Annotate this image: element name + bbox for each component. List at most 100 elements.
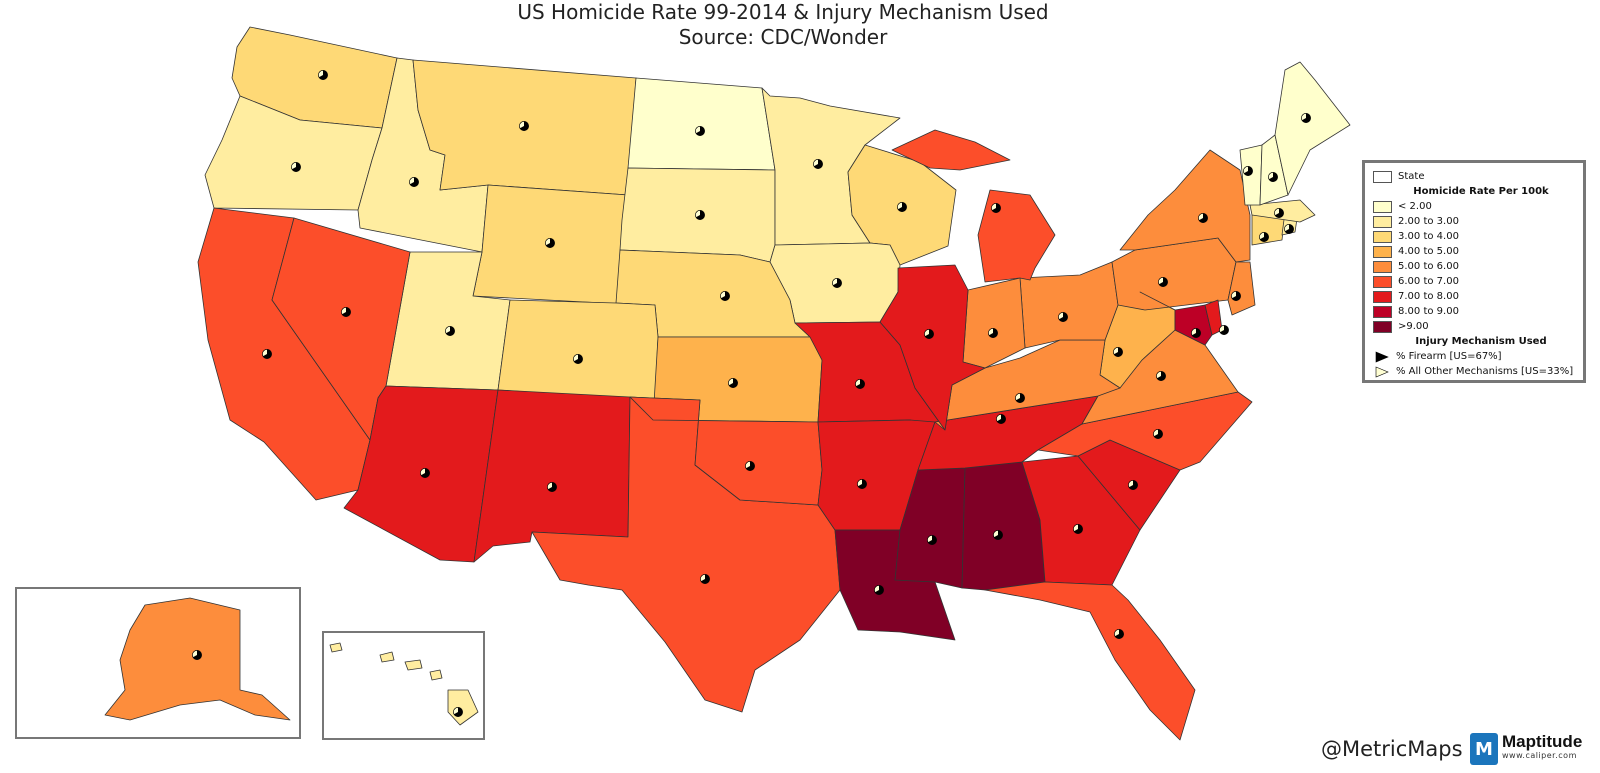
other-wedge-icon bbox=[1373, 366, 1390, 378]
legend-class-row: 4.00 to 5.00 bbox=[1373, 244, 1575, 259]
pie-alabama bbox=[993, 530, 1003, 540]
pie-indiana bbox=[988, 328, 998, 338]
legend-class-swatch bbox=[1373, 260, 1392, 273]
legend-class-label: 5.00 to 6.00 bbox=[1398, 261, 1459, 272]
pie-minnesota bbox=[813, 159, 823, 169]
map-legend: State Homicide Rate Per 100k < 2.00 2.00 … bbox=[1362, 160, 1586, 383]
legend-class-label: 2.00 to 3.00 bbox=[1398, 216, 1459, 227]
legend-class-label: 7.00 to 8.00 bbox=[1398, 291, 1459, 302]
legend-class-swatch bbox=[1373, 215, 1392, 228]
legend-other-label: % All Other Mechanisms [US=33%] bbox=[1396, 366, 1574, 377]
pie-arizona bbox=[420, 468, 430, 478]
state-north-dakota[interactable] bbox=[627, 77, 776, 171]
pie-kentucky bbox=[1015, 393, 1025, 403]
pie-south-carolina bbox=[1128, 480, 1138, 490]
pie-louisiana bbox=[874, 585, 884, 595]
pie-washington bbox=[318, 70, 328, 80]
pie-new-jersey bbox=[1231, 291, 1241, 301]
pie-wyoming bbox=[545, 238, 555, 248]
states-layer bbox=[104, 26, 1351, 741]
legend-state-row: State bbox=[1373, 169, 1575, 184]
state-ohio[interactable] bbox=[1019, 261, 1119, 349]
logo-url: www.caliper.com bbox=[1502, 751, 1577, 760]
pie-west-virginia bbox=[1113, 347, 1123, 357]
legend-classes: < 2.00 2.00 to 3.00 3.00 to 4.00 4.00 to 5.… bbox=[1373, 199, 1575, 334]
state-maine[interactable] bbox=[1274, 61, 1351, 196]
legend-state-label: State bbox=[1398, 171, 1425, 182]
state-kentucky[interactable] bbox=[934, 339, 1121, 431]
pie-georgia bbox=[1073, 524, 1083, 534]
state-illinois[interactable] bbox=[879, 264, 986, 431]
firearm-pies-layer bbox=[192, 70, 1311, 717]
state-new-york[interactable] bbox=[1119, 149, 1251, 263]
pie-tennessee bbox=[996, 414, 1006, 424]
pie-arkansas bbox=[857, 479, 867, 489]
maptitude-logo-icon: M bbox=[1470, 733, 1498, 765]
title-line-1: US Homicide Rate 99-2014 & Injury Mechan… bbox=[517, 0, 1049, 24]
legend-class-swatch bbox=[1373, 245, 1392, 258]
pie-connecticut bbox=[1259, 232, 1269, 242]
pie-north-carolina bbox=[1153, 429, 1163, 439]
pie-kansas bbox=[728, 378, 738, 388]
legend-firearm-row: % Firearm [US=67%] bbox=[1373, 349, 1575, 364]
pie-nevada bbox=[341, 307, 351, 317]
legend-class-row: 2.00 to 3.00 bbox=[1373, 214, 1575, 229]
map-title: US Homicide Rate 99-2014 & Injury Mechan… bbox=[0, 0, 1566, 50]
pie-alaska bbox=[192, 650, 202, 660]
state-north-carolina[interactable] bbox=[1037, 391, 1253, 471]
pie-nebraska bbox=[720, 291, 730, 301]
credit-handle: @MetricMaps bbox=[1321, 737, 1463, 761]
legend-class-label: < 2.00 bbox=[1398, 201, 1432, 212]
pie-wisconsin bbox=[897, 202, 907, 212]
pie-hawaii bbox=[453, 707, 463, 717]
pie-florida bbox=[1114, 629, 1124, 639]
pie-utah bbox=[445, 326, 455, 336]
pie-rhode-island bbox=[1284, 224, 1294, 234]
legend-class-label: 8.00 to 9.00 bbox=[1398, 306, 1459, 317]
state-hawaii[interactable] bbox=[329, 642, 479, 726]
legend-class-row: < 2.00 bbox=[1373, 199, 1575, 214]
pie-maine bbox=[1301, 113, 1311, 123]
pie-pennsylvania bbox=[1158, 277, 1168, 287]
legend-firearm-label: % Firearm [US=67%] bbox=[1396, 351, 1502, 362]
legend-class-label: 4.00 to 5.00 bbox=[1398, 246, 1459, 257]
pie-texas bbox=[700, 574, 710, 584]
pie-maryland bbox=[1191, 328, 1201, 338]
state-michigan[interactable] bbox=[891, 129, 1056, 283]
pie-new-york bbox=[1198, 213, 1208, 223]
pie-oregon bbox=[291, 162, 301, 172]
maptitude-logo[interactable]: M Maptitude www.caliper.com bbox=[1470, 730, 1598, 768]
pie-virginia bbox=[1156, 371, 1166, 381]
pie-california bbox=[262, 349, 272, 359]
pie-montana bbox=[519, 121, 529, 131]
legend-mechanism-header: Injury Mechanism Used bbox=[1415, 336, 1547, 347]
legend-class-swatch bbox=[1373, 200, 1392, 213]
state-new-jersey[interactable] bbox=[1227, 261, 1256, 316]
legend-class-row: 7.00 to 8.00 bbox=[1373, 289, 1575, 304]
legend-class-label: >9.00 bbox=[1398, 321, 1429, 332]
pie-illinois bbox=[924, 329, 934, 339]
legend-class-row: 8.00 to 9.00 bbox=[1373, 304, 1575, 319]
legend-class-label: 3.00 to 4.00 bbox=[1398, 231, 1459, 242]
legend-state-swatch bbox=[1373, 170, 1392, 183]
pie-idaho bbox=[409, 177, 419, 187]
legend-class-swatch bbox=[1373, 275, 1392, 288]
logo-brand: Maptitude bbox=[1502, 732, 1583, 751]
pie-new-hampshire bbox=[1268, 172, 1278, 182]
legend-class-label: 6.00 to 7.00 bbox=[1398, 276, 1459, 287]
legend-class-row: 5.00 to 6.00 bbox=[1373, 259, 1575, 274]
firearm-wedge-icon bbox=[1373, 351, 1390, 363]
pie-south-dakota bbox=[695, 210, 705, 220]
legend-class-swatch bbox=[1373, 320, 1392, 333]
title-line-2: Source: CDC/Wonder bbox=[678, 25, 888, 49]
state-indiana[interactable] bbox=[962, 277, 1026, 369]
state-florida[interactable] bbox=[984, 581, 1196, 741]
pie-new-mexico bbox=[547, 482, 557, 492]
legend-rate-header: Homicide Rate Per 100k bbox=[1413, 186, 1549, 197]
legend-class-row: 3.00 to 4.00 bbox=[1373, 229, 1575, 244]
pie-vermont bbox=[1243, 166, 1253, 176]
legend-class-swatch bbox=[1373, 290, 1392, 303]
state-colorado[interactable] bbox=[497, 299, 659, 401]
pie-ohio bbox=[1058, 312, 1068, 322]
